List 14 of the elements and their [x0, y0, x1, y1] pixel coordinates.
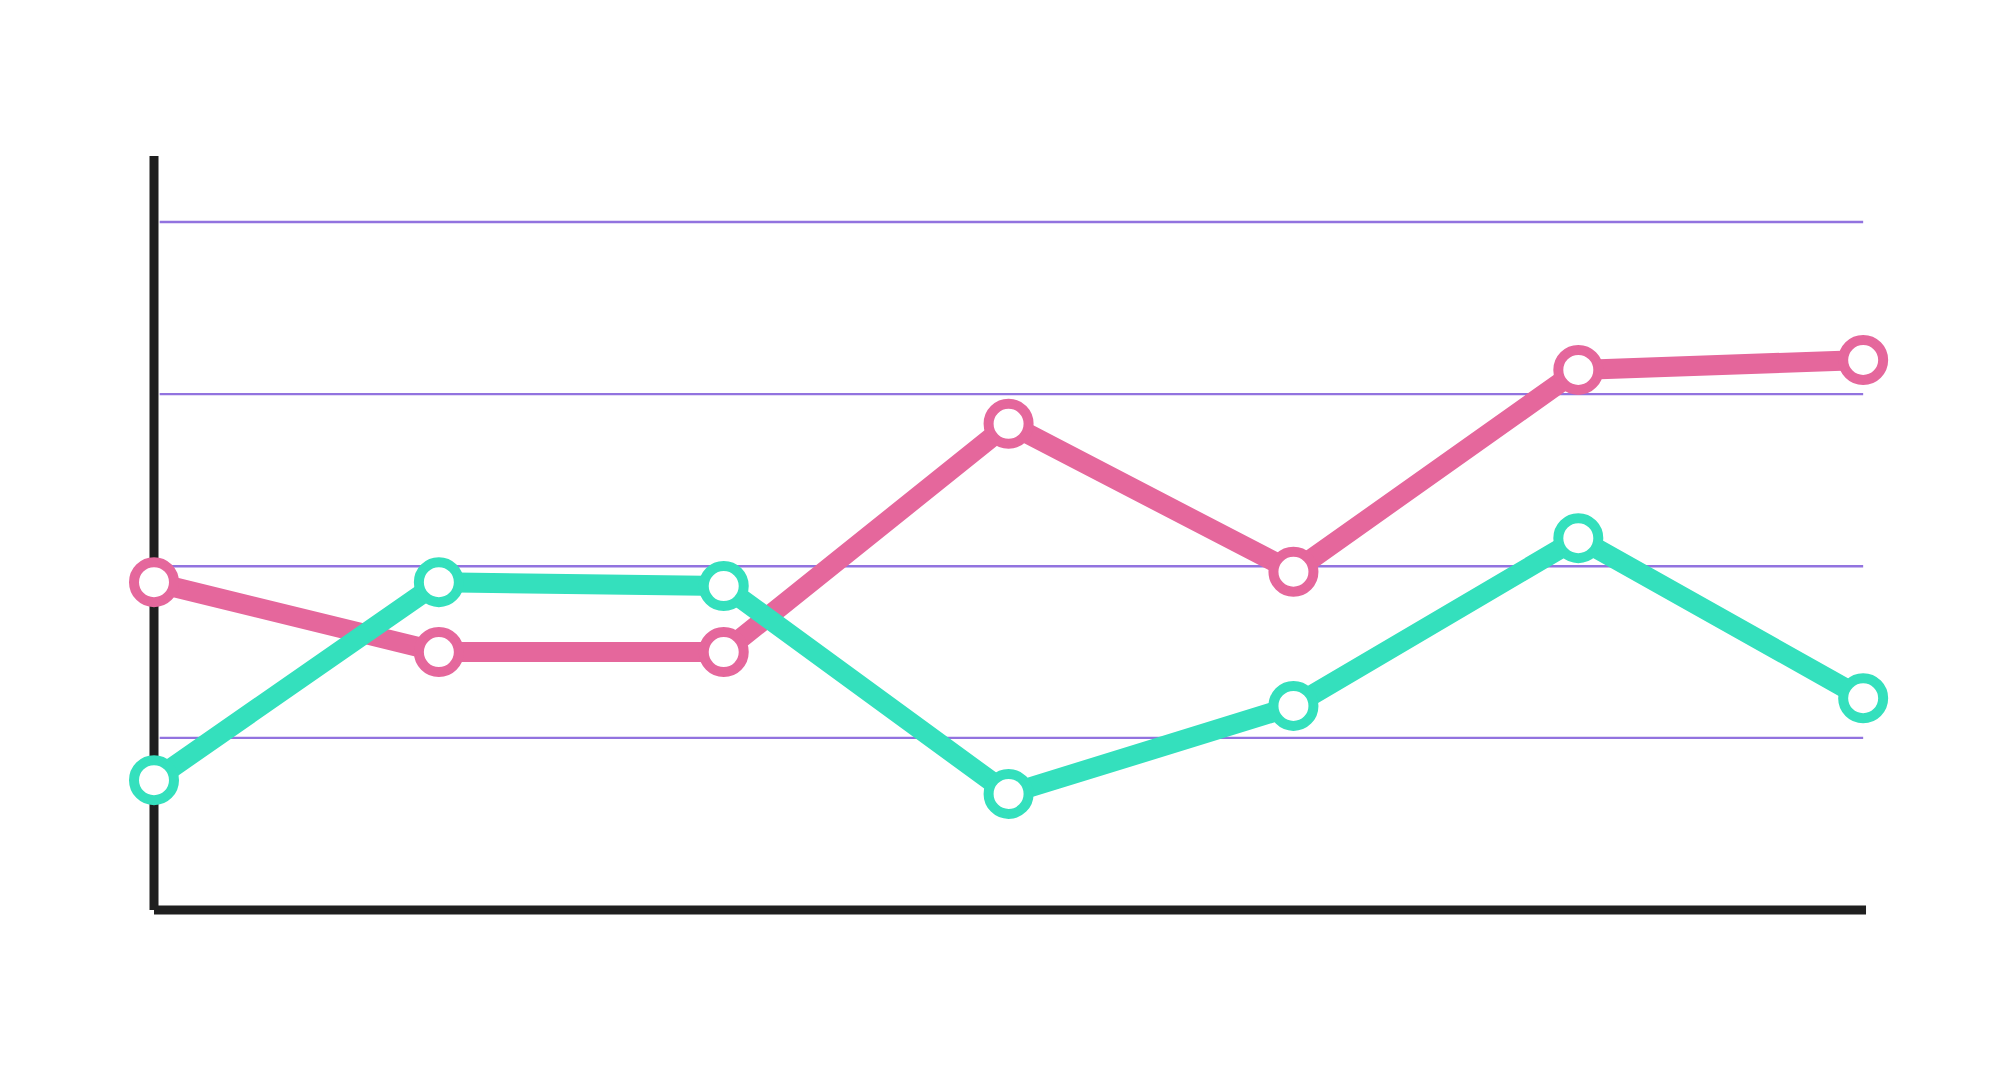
point — [1553, 513, 1604, 564]
point — [1268, 546, 1319, 597]
point — [1268, 680, 1319, 731]
point — [983, 768, 1034, 819]
point — [698, 627, 749, 678]
point — [1838, 673, 1889, 724]
point — [1838, 334, 1889, 385]
point — [129, 557, 179, 608]
point — [413, 557, 464, 608]
point — [1553, 344, 1604, 395]
point — [983, 398, 1034, 449]
point — [698, 561, 749, 612]
point — [129, 755, 179, 806]
point — [413, 627, 464, 678]
